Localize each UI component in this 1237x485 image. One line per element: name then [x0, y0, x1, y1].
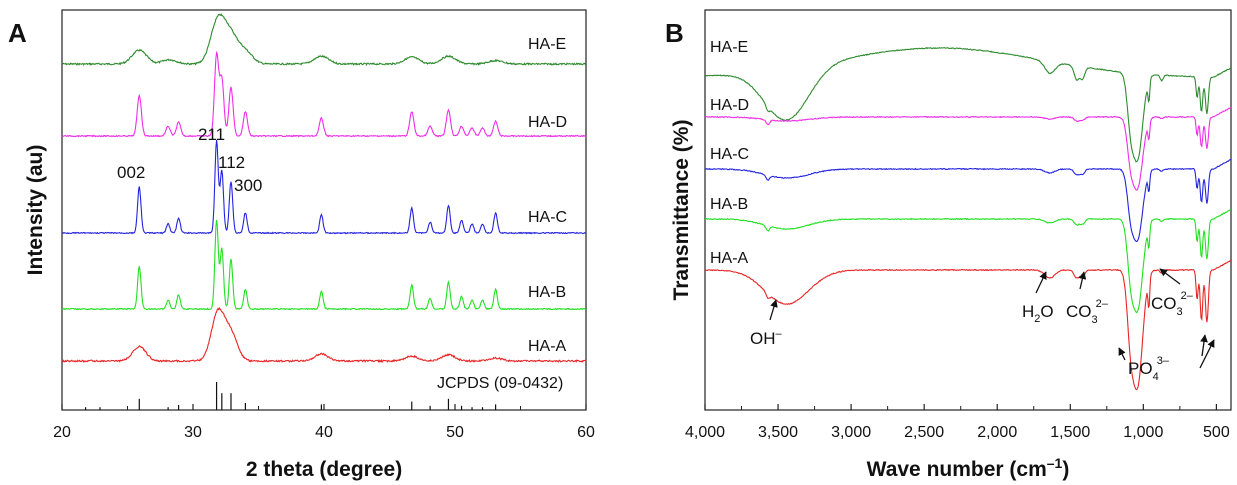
svg-text:CO32–: CO3 2– [1066, 298, 1109, 326]
panel-b-x-tick-label-1500: 1,500 [1050, 424, 1090, 441]
panel-b-series-label-ha-c: HA-C [710, 146, 749, 163]
xrd-series-ha-c [61, 139, 587, 235]
oh-charge: – [776, 328, 783, 340]
panel-b-x-tick-label-4000: 4,000 [685, 424, 725, 441]
svg-text:H2O: H2O [1022, 302, 1054, 325]
po4-label: PO [1128, 359, 1153, 378]
band-annotation-po4: PO4 3– [1118, 334, 1215, 383]
panel-a: A 20 30 40 50 60 HA-E HA-D HA-C HA-B HA-A JC… [8, 9, 595, 481]
panel-a-x-tick-label-20: 20 [53, 424, 71, 441]
panel-b: B 4,000 3,500 3,000 2,500 2,000 1,500 1,000 500… [665, 9, 1232, 481]
panel-a-x-tick-label-50: 50 [446, 424, 464, 441]
panel-a-traces [61, 13, 587, 364]
peak-label-211: 211 [198, 125, 225, 144]
panel-b-y-axis-title: Transmittance (%) [670, 120, 693, 301]
panel-b-series-label-ha-a: HA-A [710, 250, 749, 267]
h2o-label-o: O [1040, 302, 1053, 321]
h2o-subscript: 2 [1034, 313, 1040, 325]
co3a-charge: 2– [1096, 298, 1109, 310]
ftir-series-ha-d [704, 106, 1232, 191]
svg-text:CO32–: CO3 2– [1151, 290, 1194, 318]
co3b-subscript: 3 [1177, 306, 1183, 318]
xrd-series-ha-a [61, 306, 587, 364]
panel-a-letter: A [8, 18, 27, 48]
co3a-label: CO [1066, 302, 1092, 321]
peak-label-300: 300 [234, 176, 262, 195]
panel-a-x-tick-label-60: 60 [577, 424, 595, 441]
panel-a-series-label-ha-b: HA-B [528, 284, 566, 301]
band-annotation-h2o: H2O [1022, 271, 1054, 325]
h2o-label-h: H [1022, 302, 1034, 321]
panel-a-x-tick-label-30: 30 [184, 424, 202, 441]
band-annotation-co3-a: CO3 2– [1066, 271, 1109, 326]
panel-a-x-tick-label-40: 40 [315, 424, 333, 441]
panel-a-y-axis-title: Intensity (au) [24, 145, 47, 276]
ftir-series-ha-c [704, 158, 1232, 243]
co3a-subscript: 3 [1092, 314, 1098, 326]
xrd-series-ha-b [61, 219, 587, 311]
panel-a-series-label-ha-e: HA-E [528, 36, 566, 53]
band-annotation-co3-b: CO3 2– [1151, 268, 1194, 318]
panel-a-reference-label: JCPDS (09-0432) [437, 375, 563, 392]
panel-b-x-tick-label-1000: 1,000 [1123, 424, 1163, 441]
panel-a-series-label-ha-d: HA-D [528, 114, 567, 131]
panel-a-series-label-ha-c: HA-C [528, 209, 567, 226]
panel-a-x-axis-title: 2 theta (degree) [246, 458, 402, 481]
panel-a-series-label-ha-a: HA-A [528, 338, 567, 355]
panel-b-x-tick-label-2500: 2,500 [904, 424, 944, 441]
panel-b-series-label-ha-d: HA-D [710, 97, 749, 114]
ftir-series-ha-a [704, 259, 1232, 391]
panel-b-x-tick-label-500: 500 [1203, 424, 1230, 441]
band-annotation-oh: OH– [750, 299, 783, 348]
svg-text:OH–: OH– [750, 328, 783, 348]
svg-text:PO43–: PO4 3– [1128, 355, 1170, 383]
co3b-charge: 2– [1181, 290, 1194, 302]
ftir-series-ha-b [704, 208, 1232, 314]
xrd-series-ha-e [61, 13, 587, 67]
panel-b-frame [704, 9, 1232, 411]
panel-b-x-ticks: 4,000 3,500 3,000 2,500 2,000 1,500 1,000 500 [685, 404, 1230, 441]
panel-b-x-tick-label-2000: 2,000 [977, 424, 1017, 441]
panel-b-series-label-ha-b: HA-B [710, 196, 748, 213]
panel-a-reference-sticks [84, 382, 497, 410]
panel-b-x-axis-title: Wave number (cm–1) [867, 455, 1070, 481]
panel-b-traces [704, 47, 1232, 391]
peak-label-112: 112 [218, 153, 245, 172]
xrd-series-ha-d [61, 50, 587, 138]
po4-subscript: 4 [1153, 371, 1159, 383]
co3b-label: CO [1151, 294, 1177, 313]
ftir-series-ha-e [704, 47, 1232, 163]
panel-a-frame [61, 9, 587, 411]
panel-b-x-tick-label-3500: 3,500 [758, 424, 798, 441]
po4-charge: 3– [1157, 355, 1170, 367]
oh-label: OH [750, 329, 776, 348]
panel-a-x-ticks: 20 30 40 50 60 [53, 404, 595, 441]
peak-label-002: 002 [117, 163, 145, 182]
panel-b-letter: B [665, 18, 684, 48]
panel-b-series-label-ha-e: HA-E [710, 39, 748, 56]
panel-b-x-tick-label-3000: 3,000 [831, 424, 871, 441]
